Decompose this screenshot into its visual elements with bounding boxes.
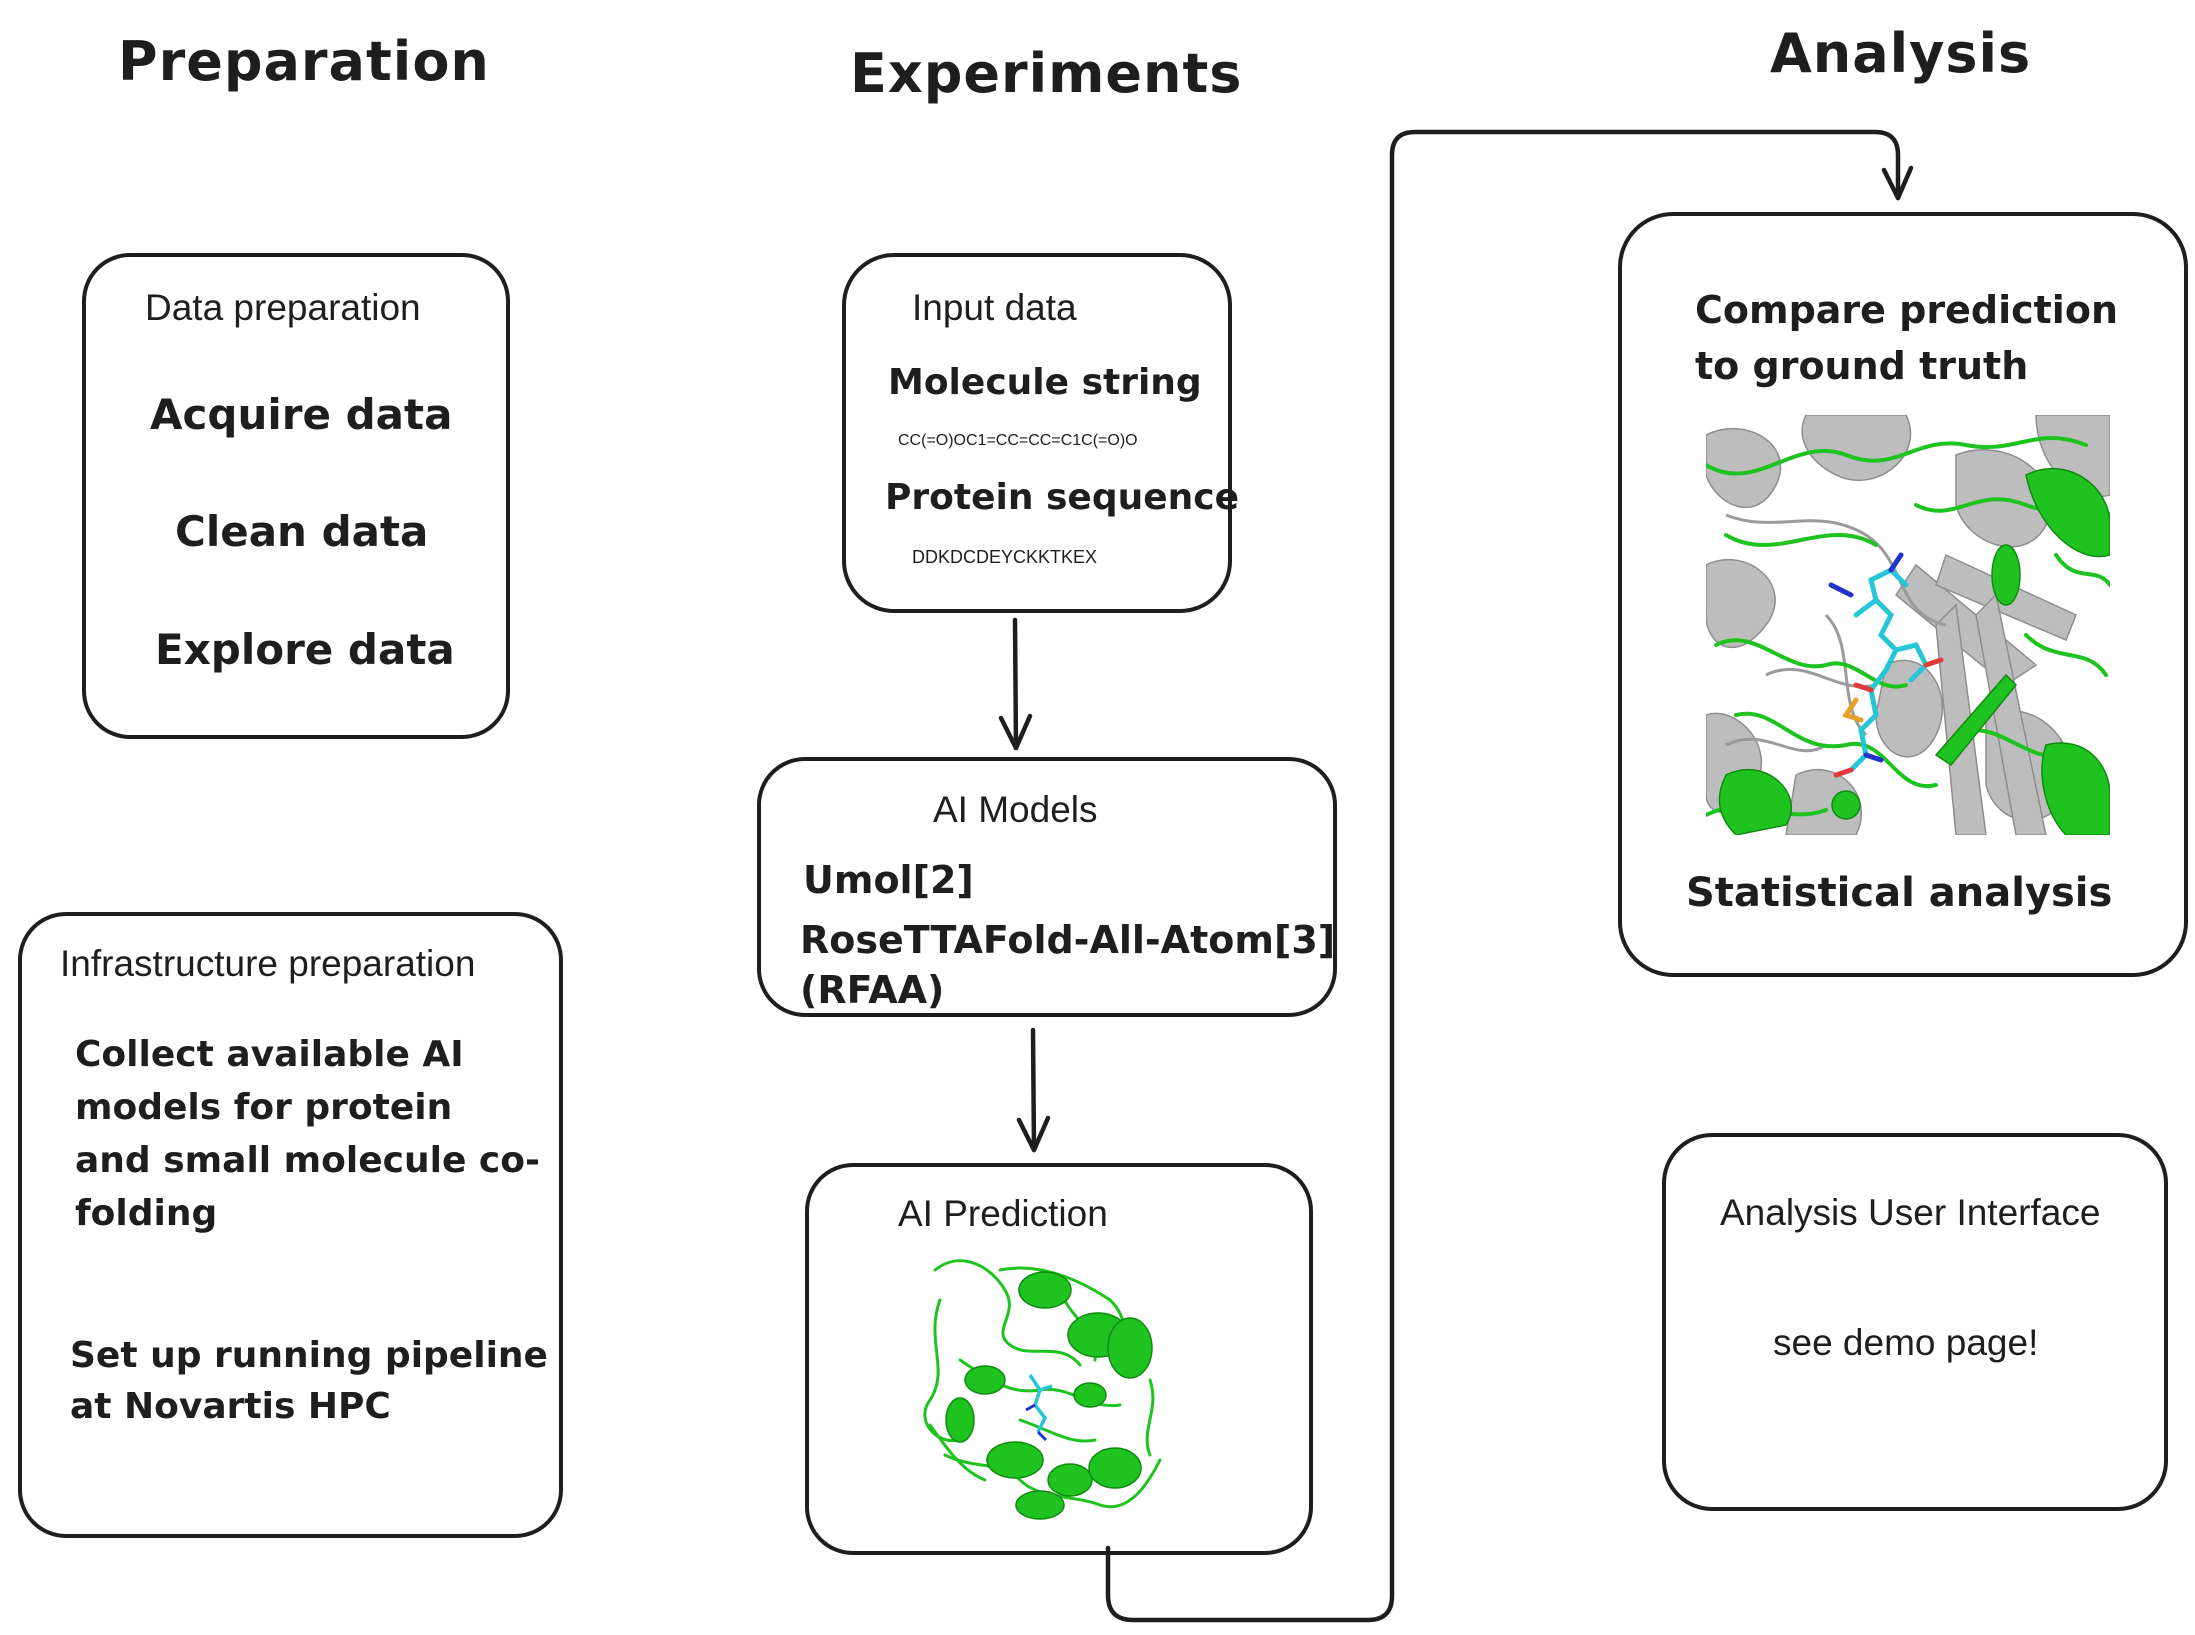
acquire-data-item: Acquire data [150, 390, 453, 439]
arrow-models-to-prediction [1030, 1027, 1037, 1153]
statistical-analysis-text: Statistical analysis [1686, 870, 2113, 916]
compare-line: Compare prediction [1695, 288, 2118, 332]
ai-models-box [757, 757, 1337, 1017]
superposition-drawing [1706, 415, 2110, 835]
arrow-head-prediction-to-analysis [1881, 165, 1914, 201]
clean-data-item: Clean data [175, 507, 429, 556]
heading-analysis: Analysis [1770, 22, 2032, 85]
input-data-box [842, 253, 1232, 613]
collect-line: models for protein [75, 1087, 453, 1128]
protein-sequence-label: Protein sequence [885, 477, 1240, 518]
setup-pipeline-text: Set up running pipeline at Novartis HPC [70, 1330, 548, 1432]
ai-models-title: AI Models [933, 789, 1098, 830]
collect-line: and small molecule co- [75, 1140, 540, 1181]
arrow-head-models-to-prediction [1016, 1115, 1051, 1153]
collect-line: Collect available AI [75, 1034, 464, 1075]
see-demo-page-link[interactable]: see demo page! [1773, 1322, 2039, 1363]
data-preparation-box [82, 253, 510, 739]
molecule-string-label: Molecule string [888, 362, 1202, 403]
analysis-ui-title: Analysis User Interface [1720, 1192, 2101, 1233]
heading-preparation: Preparation [118, 30, 490, 93]
model-rfaa-abbr: (RFAA) [800, 968, 945, 1012]
collect-models-text: Collect available AI models for protein … [75, 1028, 540, 1240]
ai-prediction-title: AI Prediction [898, 1193, 1108, 1234]
data-preparation-title: Data preparation [145, 287, 421, 328]
collect-line: folding [75, 1193, 218, 1234]
infrastructure-preparation-title: Infrastructure preparation [60, 943, 476, 984]
explore-data-item: Explore data [155, 625, 455, 674]
arrow-input-to-models [1012, 617, 1019, 751]
protein-sequence-value: DDKDCDEYCKKTKEX [912, 547, 1098, 567]
model-rfaa: RoseTTAFold-All-Atom[3] [800, 918, 1336, 962]
ai-prediction-box [805, 1163, 1313, 1555]
arrow-head-input-to-models [998, 713, 1033, 751]
analysis-ui-box [1662, 1133, 2168, 1511]
compare-text: Compare prediction to ground truth [1695, 282, 2118, 394]
arrow-prediction-to-analysis [1105, 129, 1901, 1623]
superposition-image [1706, 415, 2110, 835]
setup-line: Set up running pipeline [70, 1335, 548, 1376]
setup-line: at Novartis HPC [70, 1386, 391, 1427]
compare-box [1618, 212, 2188, 977]
model-umol: Umol[2] [803, 858, 974, 902]
compare-line: to ground truth [1695, 344, 2029, 388]
heading-experiments: Experiments [850, 42, 1243, 105]
molecule-string-value: CC(=O)OC1=CC=CC=C1C(=O)O [898, 432, 1138, 449]
input-data-title: Input data [912, 287, 1077, 328]
infrastructure-preparation-box [18, 912, 563, 1538]
